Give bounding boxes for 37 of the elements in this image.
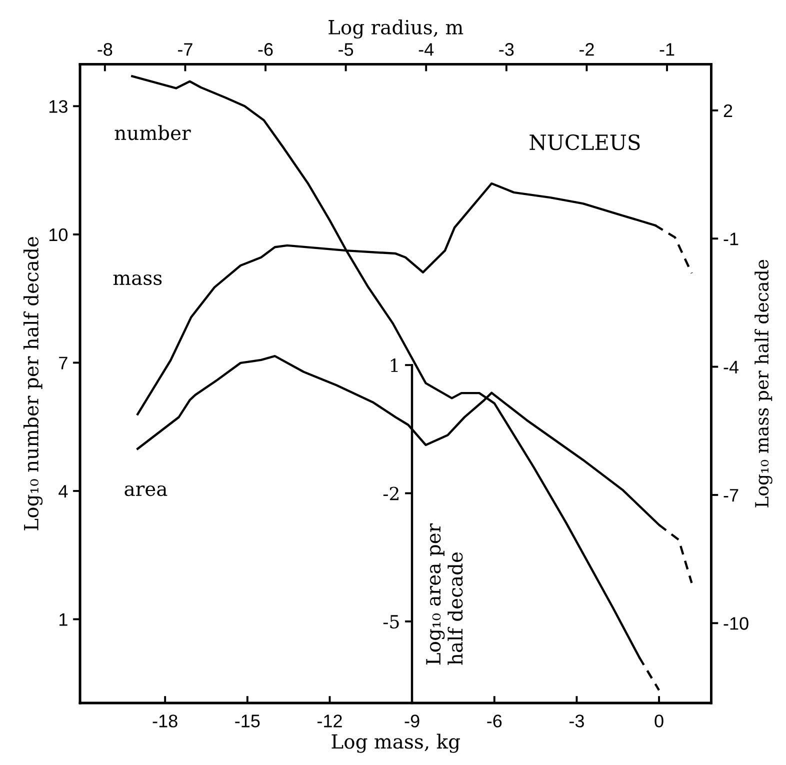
x-axis-title: Log mass, kg — [332, 734, 460, 753]
x-tick-label: -3 — [569, 714, 584, 728]
x2-tick-label: -1 — [660, 43, 674, 56]
y2-tick-label: -7 — [724, 489, 738, 502]
x2-tick-label: -8 — [98, 43, 112, 56]
annotation: NUCLEUS — [530, 134, 640, 150]
x2-tick-label: -6 — [258, 43, 273, 56]
x-tick-label: -15 — [235, 714, 260, 728]
series-label: number — [114, 125, 191, 140]
x2-tick-label: -5 — [338, 43, 354, 56]
y-tick-label: 13 — [50, 100, 68, 113]
y2-tick-label: -1 — [724, 232, 738, 246]
y3-axis-title: Log₁₀ area per half decade — [426, 523, 463, 665]
x2-tick-label: -3 — [499, 43, 514, 56]
text: mass — [113, 274, 162, 286]
y2-tick-label: 2 — [724, 104, 732, 117]
x-tick-label: -18 — [152, 714, 178, 728]
x2-axis-title: Log radius, m — [328, 19, 464, 39]
x2-tick-label: -4 — [418, 43, 434, 56]
x2-tick-label: -2 — [579, 43, 594, 56]
y3-tick-label: 1 — [390, 358, 398, 372]
y-axis-title: Log₁₀ number per half decade — [23, 236, 43, 530]
y2-axis-title: Log₁₀ mass per half decade — [754, 260, 772, 508]
x-tick-label: 0 — [654, 714, 664, 728]
x-tick-label: -6 — [487, 714, 502, 728]
y-tick-label: 10 — [50, 228, 68, 242]
y-tick-label: 7 — [59, 356, 68, 370]
y-tick-label: 1 — [60, 613, 68, 626]
series-label: area — [124, 485, 168, 496]
y-tick-label: 4 — [58, 485, 68, 498]
x-tick-label: -9 — [404, 714, 420, 728]
y3-tick-label: -5 — [383, 615, 399, 629]
y2-tick-label: -4 — [724, 360, 739, 374]
x2-tick-label: -7 — [178, 43, 192, 56]
y3-tick-label: -2 — [383, 486, 398, 500]
x-tick-label: -12 — [317, 714, 342, 728]
y2-tick-label: -10 — [724, 617, 748, 630]
